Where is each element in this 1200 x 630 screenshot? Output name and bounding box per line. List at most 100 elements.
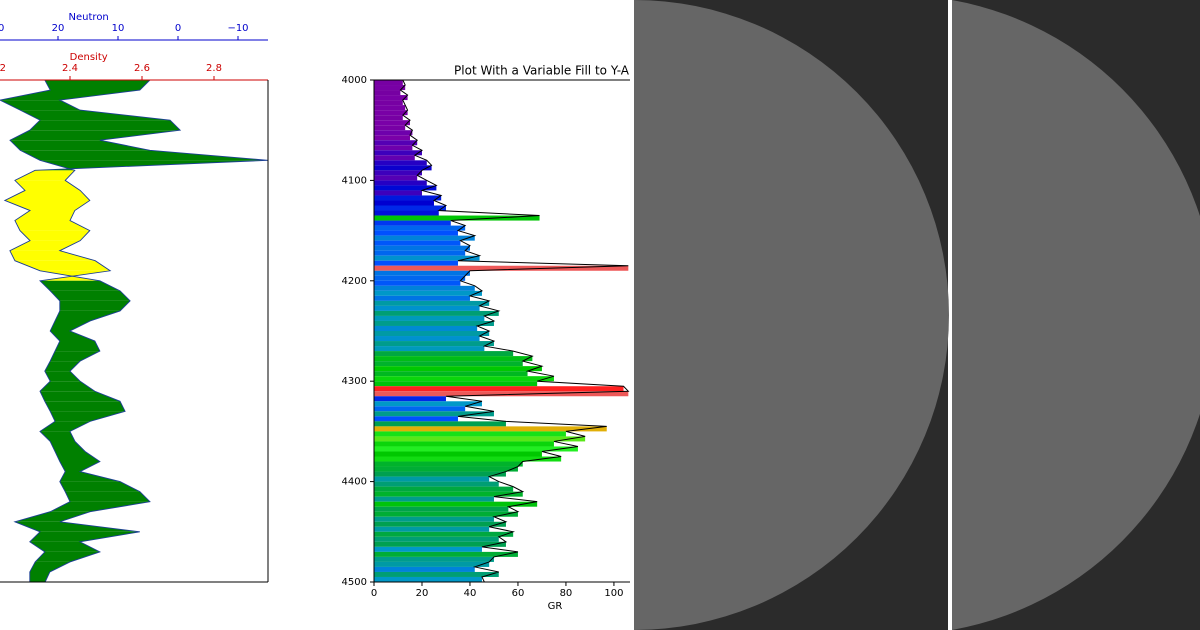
gr-bar bbox=[374, 486, 514, 492]
gr-bar bbox=[374, 145, 413, 151]
tick-label: −10 bbox=[227, 23, 248, 34]
log-curve bbox=[3, 80, 268, 582]
crossover-fill bbox=[59, 300, 131, 311]
gr-bar bbox=[374, 426, 607, 432]
gr-bar bbox=[374, 576, 482, 582]
gr-bar bbox=[374, 180, 427, 186]
crossover-fill bbox=[50, 411, 126, 422]
semicircle bbox=[952, 0, 1200, 630]
gr-bar bbox=[374, 401, 482, 407]
y-tick-label: 4000 bbox=[342, 75, 367, 86]
gr-bar bbox=[374, 140, 418, 146]
tick-label: 2.6 bbox=[134, 63, 150, 74]
crossover-fill bbox=[20, 150, 268, 161]
y-tick-label: 4100 bbox=[342, 175, 367, 186]
gr-bar bbox=[374, 526, 490, 532]
gr-bar bbox=[374, 471, 506, 477]
gr-bar bbox=[374, 346, 485, 352]
separation-fill bbox=[19, 230, 90, 241]
gr-bar bbox=[374, 225, 466, 231]
separation-fill bbox=[14, 210, 75, 221]
gr-bar bbox=[374, 195, 442, 201]
gr-bar bbox=[374, 386, 624, 392]
crossover-fill bbox=[40, 280, 121, 291]
gr-bar bbox=[374, 411, 494, 417]
crossover-fill bbox=[44, 371, 81, 382]
tick-label: 20 bbox=[52, 23, 65, 34]
y-tick-label: 4500 bbox=[342, 577, 367, 588]
x-axis-label: GR bbox=[548, 601, 563, 612]
gr-bar bbox=[374, 446, 578, 452]
plots: 3020100−10Neutron2.22.42.62.8Density4000… bbox=[0, 12, 630, 612]
crossover-plot bbox=[0, 80, 268, 582]
gr-bar bbox=[374, 461, 523, 467]
gr-bar bbox=[374, 431, 566, 437]
separation-fill bbox=[9, 250, 96, 261]
crossover-fill bbox=[0, 90, 140, 101]
gr-curve bbox=[399, 80, 630, 582]
crossover-fill bbox=[59, 471, 121, 482]
crossover-fill bbox=[50, 290, 131, 301]
tick-label: 0 bbox=[175, 23, 181, 34]
gr-bar bbox=[374, 175, 418, 181]
x-tick-label: 100 bbox=[604, 588, 623, 599]
crossover-fill bbox=[44, 361, 81, 372]
crossover-fill bbox=[29, 531, 140, 542]
crossover-fill bbox=[59, 461, 100, 472]
gr-bar bbox=[374, 240, 461, 246]
gr-bar bbox=[374, 381, 538, 387]
crossover-fill bbox=[50, 331, 95, 342]
gr-bar bbox=[374, 416, 458, 422]
gr-bar bbox=[374, 210, 439, 216]
gr-bar bbox=[374, 250, 466, 256]
gr-bar bbox=[374, 90, 401, 96]
crossover-fill bbox=[50, 351, 100, 362]
gr-bar bbox=[374, 466, 518, 472]
gr-bar bbox=[374, 516, 494, 522]
crossover-fill bbox=[44, 401, 126, 412]
x-tick-label: 0 bbox=[371, 588, 377, 599]
gr-bar bbox=[374, 391, 629, 397]
gr-bar bbox=[374, 285, 475, 291]
gr-bar bbox=[374, 511, 518, 517]
crossover-fill bbox=[10, 130, 181, 141]
tick-label: 2.4 bbox=[62, 63, 78, 74]
gr-bar bbox=[374, 255, 480, 261]
crossover-fill bbox=[29, 541, 100, 552]
separation-fill bbox=[14, 180, 81, 191]
gr-bar bbox=[374, 406, 466, 412]
gr-bar bbox=[374, 265, 629, 271]
gr-bar bbox=[374, 220, 451, 226]
gr-bar bbox=[374, 275, 466, 281]
gr-bar bbox=[374, 310, 499, 316]
gr-bar bbox=[374, 105, 406, 111]
crossover-fill bbox=[59, 481, 140, 492]
y-tick-label: 4300 bbox=[342, 376, 367, 387]
crossover-fill bbox=[55, 341, 100, 352]
crossover-fill bbox=[65, 491, 150, 502]
gr-bar bbox=[374, 170, 422, 176]
gr-bar bbox=[374, 521, 506, 527]
crossover-fill bbox=[0, 100, 81, 111]
crossover-fill bbox=[55, 310, 121, 321]
gr-bar bbox=[374, 325, 478, 331]
gr-bar bbox=[374, 150, 422, 156]
gr-bar bbox=[374, 351, 514, 357]
gr-bar bbox=[374, 135, 410, 141]
gr-bar bbox=[374, 456, 562, 462]
gr-bar bbox=[374, 551, 518, 557]
y-tick-label: 4200 bbox=[342, 276, 367, 287]
gr-bar bbox=[374, 536, 499, 542]
x-tick-label: 40 bbox=[464, 588, 477, 599]
gr-bar bbox=[374, 270, 470, 276]
gr-bar bbox=[374, 371, 528, 377]
crossover-fill bbox=[40, 381, 95, 392]
gr-bar bbox=[374, 120, 410, 126]
separation-fill bbox=[14, 260, 111, 271]
gr-bar bbox=[374, 215, 540, 221]
gr-bar bbox=[374, 230, 458, 236]
gr-bar bbox=[374, 361, 523, 367]
gr-bar bbox=[374, 571, 499, 577]
gr-bar bbox=[374, 110, 408, 116]
